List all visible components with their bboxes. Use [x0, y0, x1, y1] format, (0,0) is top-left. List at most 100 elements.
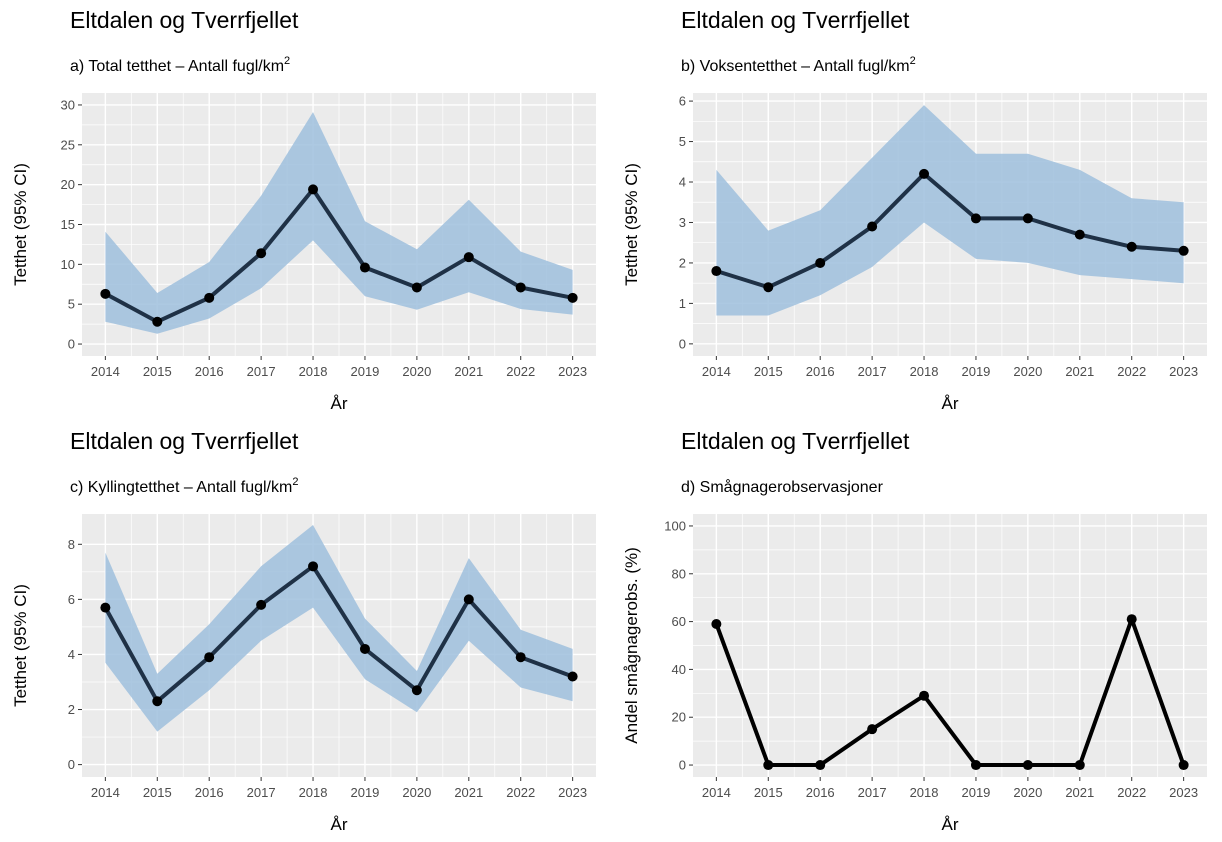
data-point [515, 652, 526, 663]
confidence-ribbon [716, 105, 1184, 316]
data-point [463, 252, 474, 263]
y-tick-label: 0 [68, 757, 75, 772]
y-axis-label: Tetthet (95% CI) [622, 163, 641, 286]
data-point [100, 288, 111, 299]
y-axis-label: Tetthet (95% CI) [11, 163, 30, 286]
x-tick-label: 2020 [402, 785, 431, 800]
data-point [1074, 229, 1085, 240]
data-point [204, 292, 215, 303]
y-axis-label: Tetthet (95% CI) [11, 584, 30, 707]
data-point [970, 213, 981, 224]
confidence-ribbon [105, 112, 573, 334]
chart-title: Eltdalen og Tverrfjellet [70, 7, 299, 33]
x-tick-label: 2023 [1169, 785, 1198, 800]
x-tick-label: 2020 [1013, 364, 1042, 379]
x-tick-label: 2014 [702, 364, 731, 379]
data-point [411, 685, 422, 696]
x-tick-label: 2020 [402, 364, 431, 379]
x-tick-label: 2016 [806, 785, 835, 800]
y-tick-label: 6 [68, 592, 75, 607]
x-tick-label: 2017 [247, 785, 276, 800]
data-point [359, 262, 370, 273]
y-tick-label: 40 [672, 662, 686, 677]
y-tick-label: 0 [68, 337, 75, 352]
y-tick-label: 100 [664, 518, 686, 533]
x-tick-label: 2014 [91, 364, 120, 379]
data-point [1074, 760, 1085, 771]
y-tick-label: 4 [679, 175, 686, 190]
x-tick-label: 2020 [1013, 785, 1042, 800]
y-tick-label: 1 [679, 296, 686, 311]
x-axis-label: År [331, 815, 348, 834]
x-tick-label: 2021 [1065, 364, 1094, 379]
y-tick-label: 2 [679, 255, 686, 270]
x-tick-label: 2019 [961, 364, 990, 379]
chart-panel-d: Eltdalen og Tverrfjellet d) Smågnagerobse… [611, 421, 1222, 842]
y-tick-label: 0 [679, 336, 686, 351]
data-point [1178, 245, 1189, 256]
data-point [308, 561, 319, 572]
chart-panel-c: Eltdalen og Tverrfjellet c) Kyllingtetthe… [0, 421, 611, 842]
data-point [204, 652, 215, 663]
y-tick-label: 15 [61, 217, 75, 232]
x-tick-label: 2014 [702, 785, 731, 800]
x-tick-label: 2022 [506, 364, 535, 379]
data-point [867, 724, 878, 735]
y-tick-label: 0 [679, 758, 686, 773]
y-tick-label: 3 [679, 215, 686, 230]
x-tick-label: 2018 [910, 364, 939, 379]
x-tick-label: 2023 [1169, 364, 1198, 379]
chart-title: Eltdalen og Tverrfjellet [681, 428, 910, 454]
data-point [359, 643, 370, 654]
chart-subtitle-superscript: 2 [292, 476, 298, 488]
x-tick-label: 2018 [299, 785, 328, 800]
data-point [919, 168, 930, 179]
y-tick-label: 25 [61, 137, 75, 152]
data-point [815, 760, 826, 771]
data-point [1178, 760, 1189, 771]
series-line [103, 187, 575, 324]
x-tick-label: 2017 [247, 364, 276, 379]
x-tick-label: 2016 [195, 785, 224, 800]
x-tick-label: 2016 [806, 364, 835, 379]
data-point [815, 257, 826, 268]
y-tick-label: 10 [61, 257, 75, 272]
data-point [567, 292, 578, 303]
chart-subtitle: b) Voksentetthet – Antall fugl/km2 [681, 55, 916, 75]
y-tick-label: 30 [61, 97, 75, 112]
y-tick-label: 60 [672, 614, 686, 629]
data-point [763, 760, 774, 771]
data-point [711, 618, 722, 629]
x-axis-label: År [331, 394, 348, 413]
data-point [1126, 614, 1137, 625]
x-tick-label: 2023 [558, 364, 587, 379]
x-tick-label: 2015 [143, 785, 172, 800]
y-tick-label: 6 [679, 94, 686, 109]
data-point [256, 599, 267, 610]
y-tick-label: 20 [672, 710, 686, 725]
data-point [867, 221, 878, 232]
y-tick-label: 20 [61, 177, 75, 192]
x-axis-label: År [942, 815, 959, 834]
y-tick-label: 8 [68, 537, 75, 552]
x-tick-label: 2019 [350, 785, 379, 800]
data-point [1126, 241, 1137, 252]
x-tick-label: 2021 [1065, 785, 1094, 800]
x-tick-label: 2023 [558, 785, 587, 800]
x-tick-label: 2018 [299, 364, 328, 379]
x-tick-label: 2022 [1117, 364, 1146, 379]
data-point [411, 282, 422, 293]
series-line [714, 617, 1186, 767]
data-point [100, 602, 111, 613]
data-point [463, 594, 474, 605]
data-point [308, 184, 319, 195]
x-tick-label: 2019 [961, 785, 990, 800]
x-tick-label: 2021 [454, 785, 483, 800]
series-line [103, 564, 575, 704]
y-tick-label: 5 [68, 297, 75, 312]
data-point [1022, 760, 1033, 771]
x-tick-label: 2016 [195, 364, 224, 379]
series-line [714, 171, 1186, 290]
y-tick-label: 5 [679, 134, 686, 149]
data-point [763, 282, 774, 293]
